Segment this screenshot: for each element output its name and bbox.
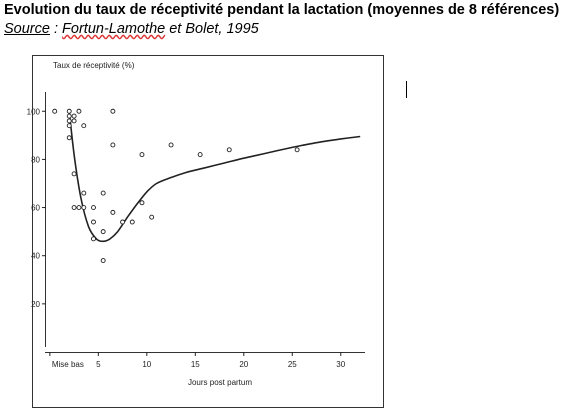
data-point (66, 113, 72, 119)
data-point (66, 118, 72, 124)
x-tick-label: 15 (191, 360, 200, 369)
data-point (91, 236, 96, 242)
x-axis-title: Jours post partum (188, 378, 252, 387)
x-tick-label: Mise bas (52, 360, 84, 369)
source-separator: : (49, 21, 63, 37)
data-point (110, 209, 116, 215)
y-tick-label: 100 (27, 107, 41, 116)
chart-frame (32, 55, 384, 408)
data-point (197, 152, 203, 158)
fitted-curve (68, 111, 361, 243)
y-tick-label: 80 (31, 155, 40, 164)
data-point (76, 205, 82, 211)
data-point (139, 152, 145, 158)
data-point (66, 135, 72, 141)
x-tick-label: 20 (239, 360, 248, 369)
x-ticks: Mise bas 5 10 15 20 25 30 (49, 352, 346, 369)
source-author: Fortun-Lamothe (62, 21, 166, 37)
data-point (71, 118, 77, 124)
data-point (71, 171, 77, 177)
data-point (81, 123, 87, 129)
data-point (66, 123, 72, 129)
y-tick-label: 40 (31, 252, 40, 261)
data-point (226, 147, 232, 153)
data-point (100, 190, 106, 196)
data-point (168, 142, 174, 148)
source-rest: et Bolet, 1995 (165, 21, 259, 37)
y-tick-label: 20 (31, 300, 40, 309)
data-point (71, 205, 77, 211)
data-point (110, 142, 116, 148)
y-axis-title: Taux de réceptivité (%) (53, 61, 135, 70)
source-label: Source (4, 21, 50, 37)
x-tick-label: 5 (96, 360, 101, 369)
data-point (91, 219, 96, 225)
data-points (52, 108, 300, 263)
x-tick-label: 25 (288, 360, 297, 369)
page-title: Evolution du taux de réceptivité pendant… (4, 2, 560, 18)
x-tick-label: 10 (142, 360, 151, 369)
y-ticks: 20 40 60 80 100 (27, 107, 46, 309)
data-point (52, 108, 58, 114)
data-point (100, 258, 106, 263)
data-point (91, 205, 96, 211)
data-point (129, 219, 135, 225)
data-point (139, 200, 145, 206)
text-cursor (406, 81, 407, 98)
data-point (100, 229, 106, 235)
source-line: Source : Fortun-Lamothe et Bolet, 1995 (4, 21, 259, 37)
data-point (120, 219, 126, 225)
data-point (76, 108, 82, 114)
data-point (71, 113, 77, 119)
data-point (81, 205, 87, 211)
data-point (81, 190, 87, 196)
data-point (294, 147, 300, 153)
data-point (149, 214, 155, 220)
y-tick-label: 60 (31, 204, 40, 213)
data-point (110, 108, 116, 114)
data-point (66, 108, 72, 114)
x-tick-label: 30 (336, 360, 345, 369)
